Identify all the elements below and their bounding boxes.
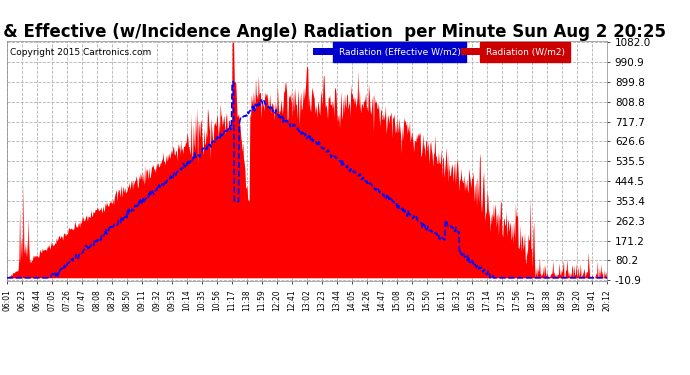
Title: Solar & Effective (w/Incidence Angle) Radiation  per Minute Sun Aug 2 20:25: Solar & Effective (w/Incidence Angle) Ra… bbox=[0, 23, 666, 41]
Text: Copyright 2015 Cartronics.com: Copyright 2015 Cartronics.com bbox=[10, 48, 151, 57]
Legend: Radiation (Effective W/m2), Radiation (W/m2): Radiation (Effective W/m2), Radiation (W… bbox=[312, 46, 566, 58]
